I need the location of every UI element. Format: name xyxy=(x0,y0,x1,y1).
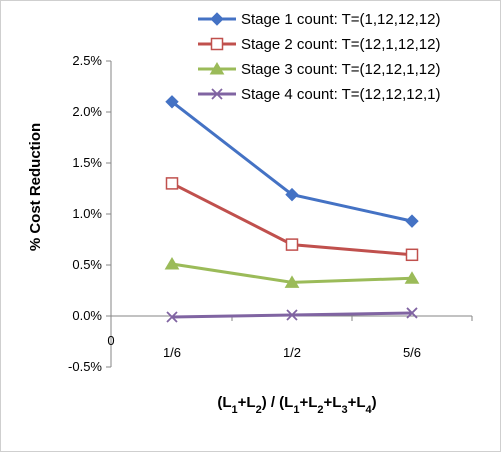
data-point xyxy=(404,271,420,284)
series-layer xyxy=(164,95,420,323)
data-point xyxy=(406,307,418,319)
y-tick-label: 0.0% xyxy=(72,308,102,323)
series-4 xyxy=(166,307,418,323)
data-point xyxy=(405,214,419,228)
marker-stroke xyxy=(166,311,178,323)
legend-marker xyxy=(211,88,223,100)
legend: Stage 1 count: T=(1,12,12,12) Stage 2 cou… xyxy=(198,11,440,103)
legend-item-2: Stage 2 count: T=(12,1,12,12) xyxy=(198,36,440,53)
y-tick-label: 2.0% xyxy=(72,104,102,119)
data-point xyxy=(285,187,299,202)
series-1 xyxy=(165,95,419,228)
data-point xyxy=(284,275,300,288)
y-tick-label: -0.5% xyxy=(68,359,102,374)
series-2 xyxy=(165,177,419,262)
legend-item-3: Stage 3 count: T=(12,12,1,12) xyxy=(198,61,440,78)
legend-marker xyxy=(210,37,224,51)
x-tick-label: 1/6 xyxy=(163,345,181,360)
y-tick-label: 1.0% xyxy=(72,206,102,221)
y-tick-label: 0.5% xyxy=(72,257,102,272)
legend-item-1: Stage 1 count: T=(1,12,12,12) xyxy=(198,11,440,28)
data-point xyxy=(164,256,180,270)
data-point xyxy=(285,238,299,251)
legend-label: Stage 4 count: T=(12,12,12,1) xyxy=(241,86,440,103)
x-origin-label: 0 xyxy=(107,333,114,348)
data-point xyxy=(165,177,179,190)
legend-label: Stage 2 count: T=(12,1,12,12) xyxy=(241,36,440,53)
y-tick-label: 1.5% xyxy=(72,155,102,170)
legend-marker xyxy=(209,62,225,75)
marker-stroke xyxy=(211,88,223,100)
x-axis-label: (L1+L2) / (L1+L2+L3+L4) xyxy=(217,394,376,416)
legend-label: Stage 1 count: T=(1,12,12,12) xyxy=(241,11,440,28)
data-point xyxy=(165,95,179,109)
axes: -0.5% 0.0% 0.5% 1.0% 1.5% 2.0% 2.5% 0 1/6 1/2 5/6 xyxy=(68,53,473,374)
legend-marker xyxy=(210,12,224,26)
data-point xyxy=(286,309,298,321)
marker-stroke xyxy=(406,307,418,319)
data-point xyxy=(166,311,178,323)
y-axis-label: % Cost Reduction xyxy=(27,123,44,251)
x-tick-label: 1/2 xyxy=(283,345,301,360)
data-point xyxy=(405,248,419,262)
series-3 xyxy=(164,256,420,288)
legend-item-4: Stage 4 count: T=(12,12,12,1) xyxy=(198,86,440,103)
y-tick-label: 2.5% xyxy=(72,53,102,68)
marker-stroke xyxy=(286,309,298,321)
legend-label: Stage 3 count: T=(12,12,1,12) xyxy=(241,61,440,78)
x-tick-label: 5/6 xyxy=(403,345,421,360)
